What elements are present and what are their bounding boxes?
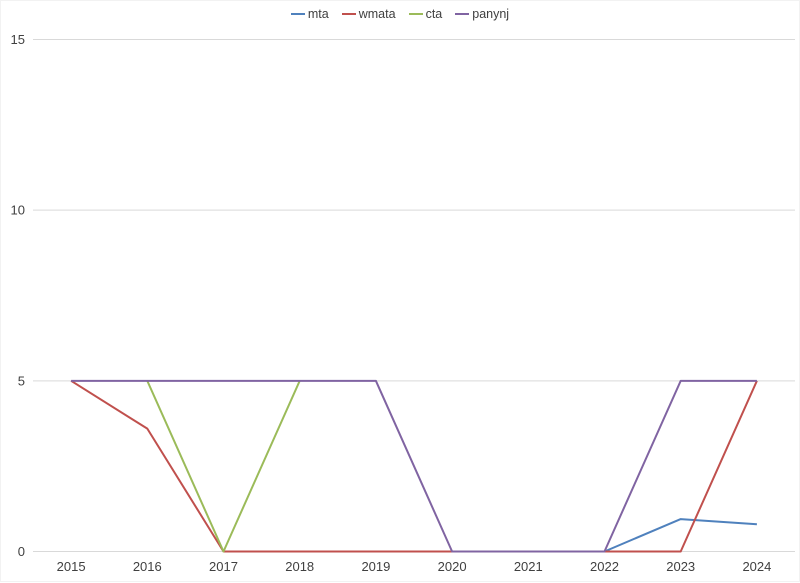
x-axis-tick-labels: 2015 2016 2017 2018 2019 2020 2021 2022 2023 2024: [57, 559, 772, 574]
legend-swatch-mta: [290, 13, 305, 16]
legend-swatch-cta: [408, 13, 423, 16]
y-tick-label-10: 10: [11, 203, 25, 218]
series-line-mta: [604, 518, 757, 553]
y-tick-label-0: 0: [18, 544, 25, 559]
legend-label-panynj: panynj: [472, 7, 510, 21]
legend-item-cta: cta: [408, 7, 443, 21]
x-tick-label-2019: 2019: [361, 559, 390, 574]
legend-item-mta: mta: [290, 7, 329, 21]
series-panynj: [71, 379, 757, 553]
chart-legend: mta wmata cta panynj: [1, 8, 799, 21]
legend-swatch-panynj: [455, 13, 470, 16]
series-line-panynj: [71, 379, 757, 553]
legend-label-cta: cta: [425, 7, 443, 21]
series-mta: [604, 518, 757, 553]
series-wmata: [70, 379, 758, 553]
x-tick-label-2024: 2024: [742, 559, 771, 574]
series-line-cta: [146, 380, 301, 553]
y-tick-label-5: 5: [18, 373, 25, 388]
y-axis-tick-labels: 0 5 10 15: [11, 32, 25, 559]
legend-label-mta: mta: [307, 7, 329, 21]
x-tick-label-2018: 2018: [285, 559, 314, 574]
x-tick-label-2017: 2017: [209, 559, 238, 574]
legend-label-wmata: wmata: [358, 7, 396, 21]
x-tick-label-2022: 2022: [590, 559, 619, 574]
x-tick-label-2015: 2015: [57, 559, 86, 574]
x-tick-label-2016: 2016: [133, 559, 162, 574]
gridlines: [33, 39, 795, 552]
y-tick-label-15: 15: [11, 32, 25, 47]
series-line-wmata: [70, 379, 758, 553]
series-cta: [146, 380, 301, 553]
legend-item-wmata: wmata: [341, 7, 396, 21]
x-tick-label-2023: 2023: [666, 559, 695, 574]
legend-swatch-wmata: [341, 13, 356, 16]
x-tick-label-2020: 2020: [438, 559, 467, 574]
legend-item-panynj: panynj: [455, 8, 509, 21]
x-tick-label-2021: 2021: [514, 559, 543, 574]
